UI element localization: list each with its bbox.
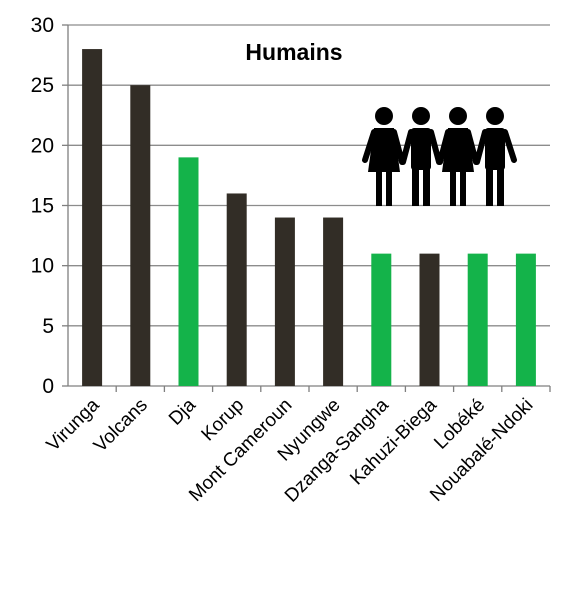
- bar: [226, 193, 247, 386]
- person-arm-shape: [400, 129, 414, 165]
- y-tick-label: 15: [31, 195, 54, 218]
- bar: [178, 157, 199, 386]
- bar: [467, 253, 488, 386]
- person-arm-shape: [437, 129, 451, 165]
- y-tick-label: 30: [31, 14, 54, 37]
- person-arm-shape: [428, 129, 442, 165]
- bar: [82, 49, 103, 387]
- y-tick-label: 0: [42, 375, 54, 398]
- person-leg-shape: [450, 170, 456, 206]
- bar: [130, 85, 151, 387]
- person-leg-shape: [486, 168, 493, 206]
- person-head-shape: [412, 107, 430, 125]
- bars: [82, 49, 536, 387]
- bar: [274, 217, 295, 386]
- bar: [419, 253, 440, 386]
- bar: [515, 253, 536, 386]
- people-icon: [362, 107, 517, 206]
- bar: [371, 253, 392, 386]
- person-leg-shape: [423, 168, 430, 206]
- person-arm-shape: [502, 129, 517, 163]
- y-tick-labels: 0 5 10 15 20 25 30: [31, 14, 54, 398]
- x-category-label: Dja: [165, 394, 200, 429]
- y-tick-label: 20: [31, 134, 54, 157]
- person-body-shape: [442, 128, 474, 172]
- person-head-shape: [486, 107, 504, 125]
- x-category-label: Volcans: [90, 395, 152, 457]
- y-tick-label: 10: [31, 255, 54, 278]
- y-tick-label: 25: [31, 74, 54, 97]
- y-tick-label: 5: [42, 315, 54, 338]
- person-leg-shape: [460, 170, 466, 206]
- person-arm-shape: [362, 129, 377, 163]
- person-leg-shape: [386, 170, 392, 206]
- person-arm-shape: [465, 129, 479, 165]
- person-head-shape: [449, 107, 467, 125]
- x-category-label: Kahuzi-Biega: [346, 394, 441, 489]
- person-head-shape: [375, 107, 393, 125]
- chart-title: Humains: [245, 39, 342, 65]
- person-arm-shape: [391, 129, 405, 165]
- bar: [323, 217, 344, 386]
- person-body-shape: [368, 128, 400, 172]
- person-arm-shape: [474, 129, 488, 165]
- person-leg-shape: [497, 168, 504, 206]
- person-body-shape: [485, 128, 505, 170]
- person-body-shape: [411, 128, 431, 170]
- person-leg-shape: [412, 168, 419, 206]
- person-leg-shape: [376, 170, 382, 206]
